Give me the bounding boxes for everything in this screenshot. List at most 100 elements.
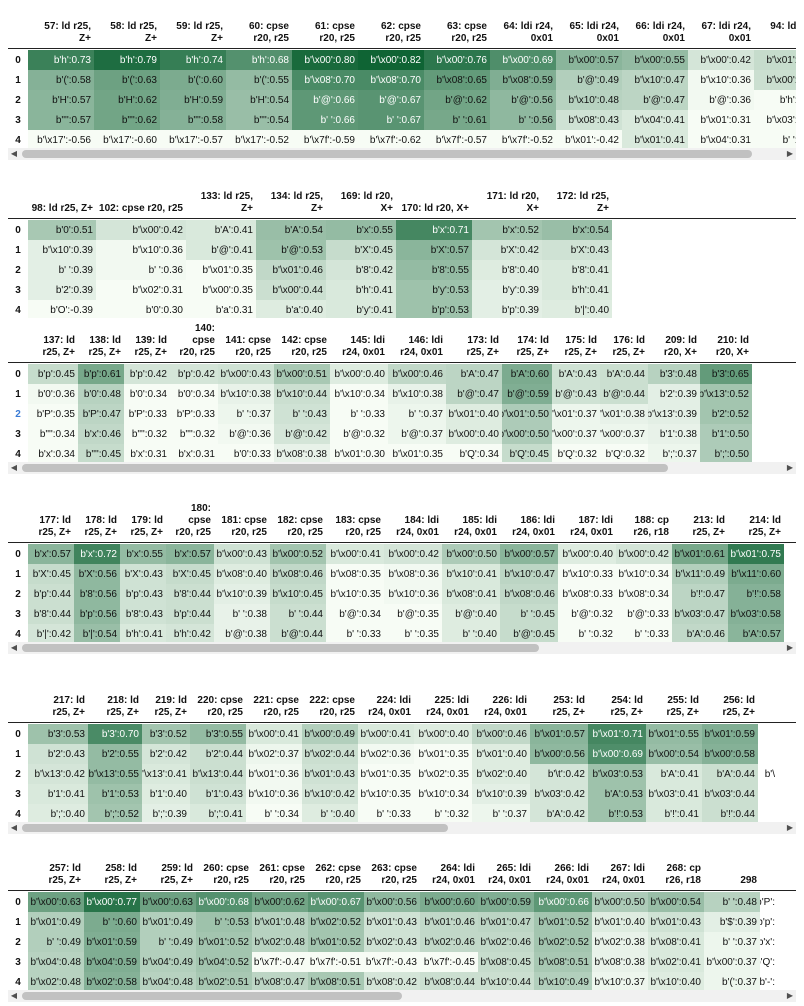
table-cell: b'8':0.43 <box>120 604 166 624</box>
scrollbar-thumb[interactable] <box>22 824 448 832</box>
column-header: 102: cpse r20, r25 <box>99 203 183 214</box>
scroll-right-arrow-icon[interactable]: ▶ <box>786 991 794 1000</box>
column-header: 141: cpse r20, r25 <box>225 335 271 358</box>
table-cell: b'\x02':0.36 <box>358 744 414 764</box>
scroll-right-arrow-icon[interactable]: ▶ <box>786 463 794 472</box>
table-cell: b'\x01':0.41 <box>622 130 688 148</box>
table-cell: b'\x10':0.34 <box>414 784 472 804</box>
table-cell: b'A':0.60 <box>502 364 552 384</box>
table-cell: b'\x01':0.52 <box>308 932 364 952</box>
column-header: 146: ldi r24, 0x01 <box>400 335 443 358</box>
header-row: 177: ld r25, Z+ 178: ld r25, Z+ 179: ld r2… <box>8 500 784 538</box>
table-cell: b'$':0.39 <box>704 912 760 932</box>
header-row: 137: ld r25, Z+ 138: ld r25, Z+ 139: ld r2… <box>8 320 752 358</box>
table-cell: b'\x7f':-0.51 <box>308 952 364 972</box>
column-header: 222: cpse r20, r25 <box>309 695 355 718</box>
table-row: 4 b'\x02':0.48 b'\x02':0.58 b'\x04':0.48 b'\… <box>8 972 778 990</box>
table-cell: b'a':0.31 <box>186 300 256 318</box>
table-cell: b'@':0.42 <box>274 424 330 444</box>
horizontal-scrollbar[interactable]: ◀ ▶ <box>8 148 796 160</box>
table-cell: b'\x08':0.34 <box>616 584 672 604</box>
scroll-left-arrow-icon[interactable]: ◀ <box>10 643 18 652</box>
table-cell: b'2':0.43 <box>28 744 88 764</box>
table-cell: b'h':0.79 <box>94 50 160 70</box>
table-cell: b'p':0.39 <box>472 300 542 318</box>
column-header: 263: cpse r20, r25 <box>371 863 417 886</box>
scrollbar-thumb[interactable] <box>22 992 402 1000</box>
column-header: 182: cpse r20, r25 <box>277 515 323 538</box>
horizontal-scrollbar[interactable]: ◀ ▶ <box>8 990 796 1002</box>
table-cell: b'A':0.41 <box>186 220 256 240</box>
table-cell: b'\x00':0.63 <box>28 892 84 912</box>
column-header: 179: ld r25, Z+ <box>130 515 163 538</box>
dataframe-viewport[interactable]: 57: ld r25, Z+ 58: ld r25, Z+ 59: ld r25, … <box>8 6 796 148</box>
table-cell: b'\x01':0.59 <box>84 932 140 952</box>
scroll-left-arrow-icon[interactable]: ◀ <box>10 149 18 158</box>
column-header: 185: ldi r24, 0x01 <box>454 515 497 538</box>
horizontal-scrollbar[interactable]: ◀ ▶ <box>8 642 796 654</box>
table-cell: b'@':0.34 <box>326 604 384 624</box>
table-cell: b'8':0.44 <box>28 604 74 624</box>
horizontal-scrollbar[interactable]: ◀ ▶ <box>8 462 796 474</box>
table-cell: b'A':0.42 <box>530 804 588 822</box>
table-cell: b'\x00':0.50 <box>592 892 648 912</box>
table-cell: b' ':0.49 <box>28 932 84 952</box>
table-cell: b'\x00':0.66 <box>534 892 592 912</box>
table-cell: b' ':0.48 <box>704 892 760 912</box>
dataframe-viewport[interactable]: 137: ld r25, Z+ 138: ld r25, Z+ 139: ld r2… <box>8 320 796 462</box>
table-cell: b'\x08':0.44 <box>420 972 478 990</box>
scroll-right-arrow-icon[interactable]: ▶ <box>786 823 794 832</box>
table-cell <box>758 724 778 744</box>
table-cell: b'\x04':0.59 <box>84 952 140 972</box>
table-cell: b'\x01':0.71 <box>588 724 646 744</box>
scrollbar-thumb[interactable] <box>22 150 752 158</box>
column-header: 225: ldi r24, 0x01 <box>426 695 469 718</box>
column-header: 210: ld r20, X+ <box>715 335 749 358</box>
column-header: 61: cpse r20, r25 <box>314 21 355 44</box>
table-row: 2 b'p':0.44 b'8':0.56 b'p':0.43 b'8':0.44 b'\… <box>8 584 784 604</box>
table-cell: b'\x04':0.48 <box>28 952 84 972</box>
table-cell: b'\x13':0.44 <box>190 764 246 784</box>
table-cell: b'(':0.37 <box>704 972 760 990</box>
table-cell: b'@':0.37 <box>388 424 446 444</box>
horizontal-scrollbar[interactable]: ◀ ▶ <box>8 822 796 834</box>
table-cell: b'x':0.31 <box>124 444 170 462</box>
dataframe-viewport[interactable]: 217: ld r25, Z+ 218: ld r25, Z+ 219: ld r2… <box>8 680 796 822</box>
scroll-left-arrow-icon[interactable]: ◀ <box>10 991 18 1000</box>
table-row: 3 b'"':0.57 b'"':0.62 b'"':0.58 b'"':0.54 b' … <box>8 110 796 130</box>
scroll-right-arrow-icon[interactable]: ▶ <box>786 149 794 158</box>
column-header: 133: ld r25, Z+ <box>200 191 253 214</box>
scroll-left-arrow-icon[interactable]: ◀ <box>10 463 18 472</box>
scroll-left-arrow-icon[interactable]: ◀ <box>10 823 18 832</box>
index-header <box>8 320 28 362</box>
table-cell: b'\x00':0.37 <box>600 424 648 444</box>
table-cell: b'p':0.45 <box>28 364 78 384</box>
table-cell: b'\x01':0.35 <box>414 744 472 764</box>
row-index: 1 <box>15 748 21 760</box>
table-cell: b'\x01':0.31 <box>688 110 754 130</box>
column-header: 220: cpse r20, r25 <box>197 695 243 718</box>
table-row: 2b'\x13':0.42b'\x13':0.55b'\x13':0.41b'\… <box>8 764 778 784</box>
table-cell: b'h':0.41 <box>542 280 612 300</box>
table-cell: b'\x13':0.41 <box>142 764 190 784</box>
table-cell: b'\x03':0.44 <box>702 784 758 804</box>
scroll-right-arrow-icon[interactable]: ▶ <box>786 643 794 652</box>
table-cell: b'@':0.47 <box>446 384 502 404</box>
table-cell: b' ':0.38 <box>214 604 270 624</box>
column-header: 139: ld r25, Z+ <box>134 335 167 358</box>
table-cell: b'@':0.44 <box>270 624 326 642</box>
dataframe-viewport[interactable]: 98: ld r25, Z+ 102: cpse r20, r25 133: ld … <box>8 176 796 318</box>
table-cell: b'3':0.65 <box>700 364 752 384</box>
dataframe-viewport[interactable]: 257: ld r25, Z+ 258: ld r25, Z+ 259: ld r2… <box>8 848 796 990</box>
column-header: 259: ld r25, Z+ <box>160 863 193 886</box>
table-cell: b' ':0.40 <box>442 624 500 642</box>
scrollbar-thumb[interactable] <box>22 464 668 472</box>
table-cell: b' ':0.49 <box>140 932 196 952</box>
table-row: 2 b'H':0.57 b'H':0.62 b'H':0.59 b'H':0.54 b'@… <box>8 90 796 110</box>
table-cell: b'P':0.47 <box>78 404 124 424</box>
scrollbar-thumb[interactable] <box>22 644 539 652</box>
table-cell: b'3':0.52 <box>142 724 190 744</box>
table-row: 2 b' ':0.49 b'\x01':0.59 b' ':0.49 b'\x01':0… <box>8 932 778 952</box>
dataframe-viewport[interactable]: 177: ld r25, Z+ 178: ld r25, Z+ 179: ld r2… <box>8 500 796 642</box>
table-cell: b'\x01':-0.42 <box>556 130 622 148</box>
